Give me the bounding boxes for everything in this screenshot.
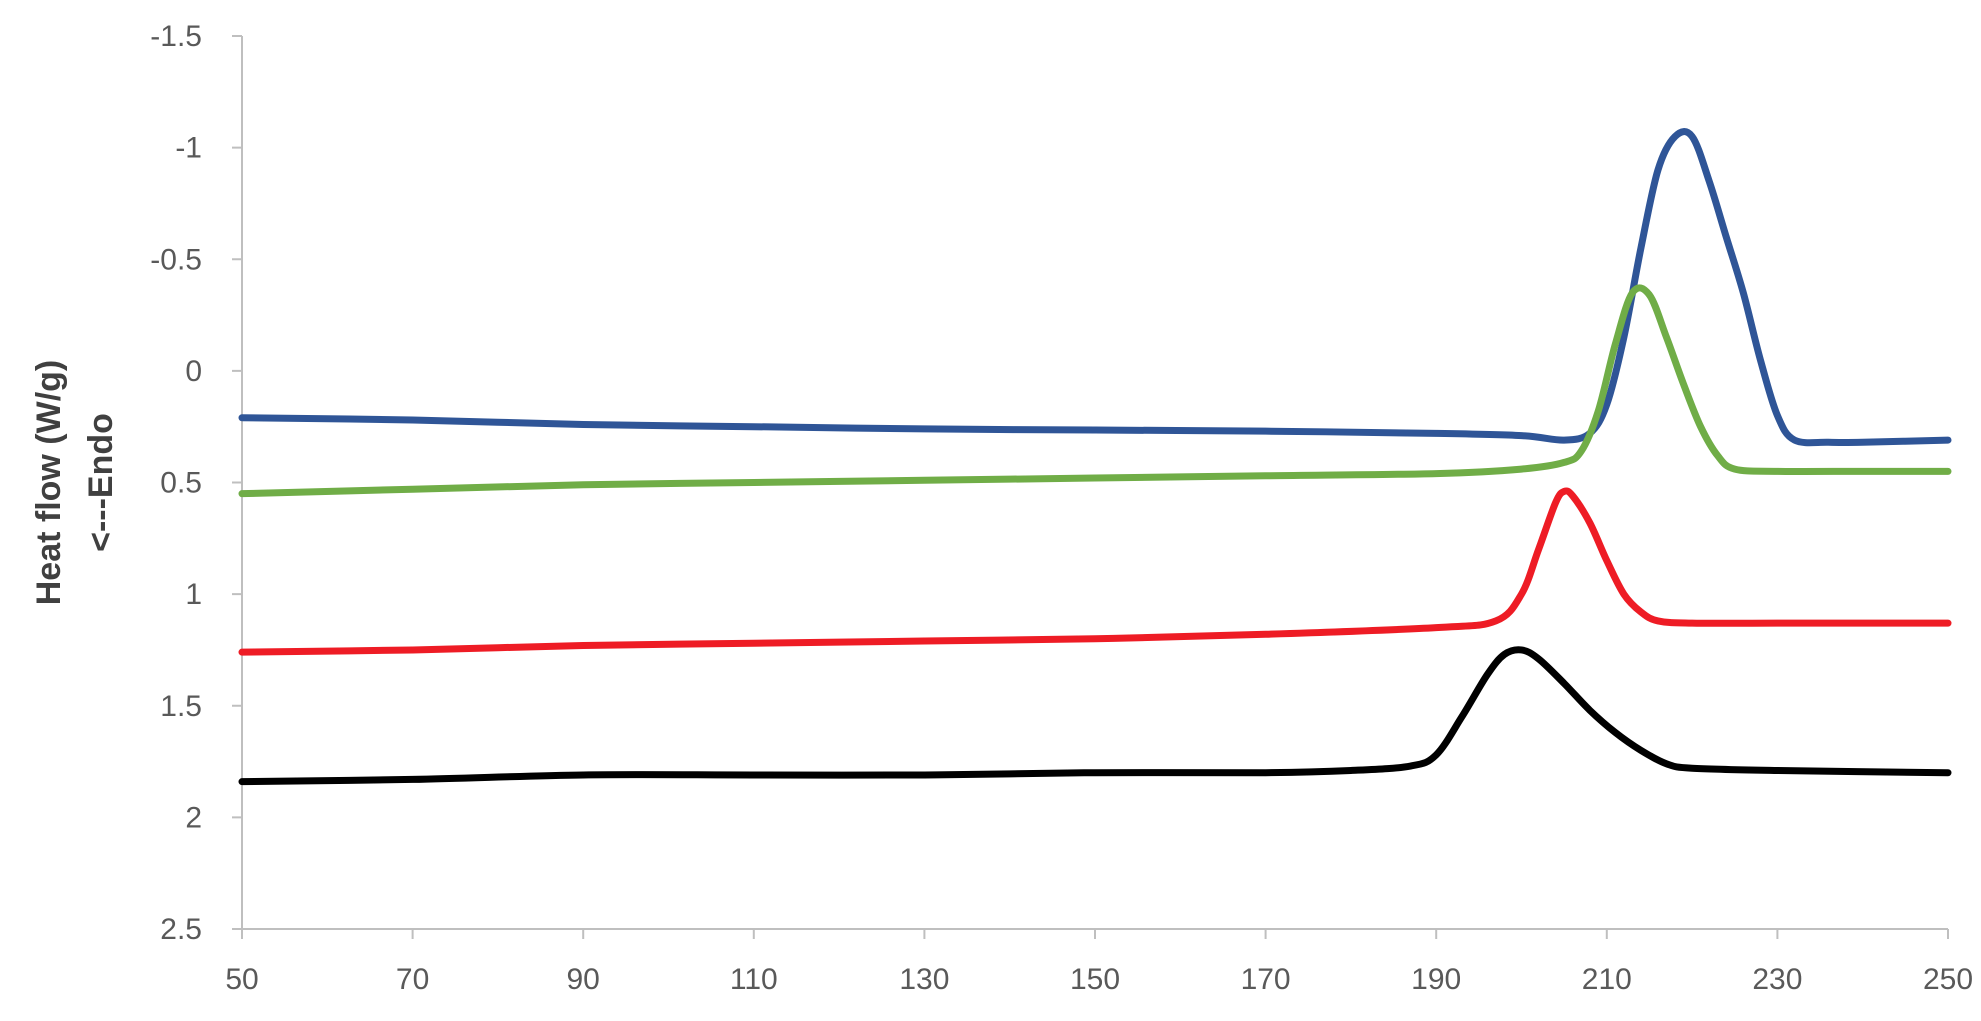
y-tick-label: -1 <box>175 132 202 165</box>
x-tick-label: 150 <box>1070 963 1120 996</box>
x-tick-label: 210 <box>1582 963 1632 996</box>
y-tick-label: 2.5 <box>160 913 202 946</box>
y-axis: -1.5 -1 -0.5 0 0.5 1 1.5 2 2.5 <box>150 20 243 946</box>
plot-lines <box>238 128 1952 786</box>
x-axis: 50 70 90 110 130 150 170 190 210 230 250 <box>225 928 1973 996</box>
x-tick-label: 130 <box>899 963 949 996</box>
x-tick-label: 230 <box>1752 963 1802 996</box>
y-tick-label: 0 <box>185 355 202 388</box>
series-line-4 <box>238 646 1952 786</box>
series-line-2 <box>238 284 1952 498</box>
y-axis-label: Heat flow (W/g) <---Endo <box>30 360 120 606</box>
x-tick-label: 170 <box>1241 963 1291 996</box>
y-axis-title: Heat flow (W/g) <box>30 360 68 606</box>
x-tick-label: 70 <box>396 963 429 996</box>
y-tick-label: 2 <box>185 801 202 834</box>
x-tick-label: 90 <box>567 963 600 996</box>
y-tick-label: 0.5 <box>160 467 202 500</box>
x-tick-label: 190 <box>1411 963 1461 996</box>
y-tick-label: 1.5 <box>160 690 202 723</box>
y-tick-label: -0.5 <box>150 243 202 276</box>
series-line-3 <box>238 487 1952 656</box>
x-tick-label: 250 <box>1923 963 1973 996</box>
y-tick-label: -1.5 <box>150 20 202 53</box>
y-axis-subtitle: <---Endo <box>82 413 120 552</box>
series-line-1 <box>238 128 1952 447</box>
x-tick-label: 110 <box>730 963 778 996</box>
x-tick-label: 50 <box>225 963 258 996</box>
y-tick-label: 1 <box>185 578 202 611</box>
